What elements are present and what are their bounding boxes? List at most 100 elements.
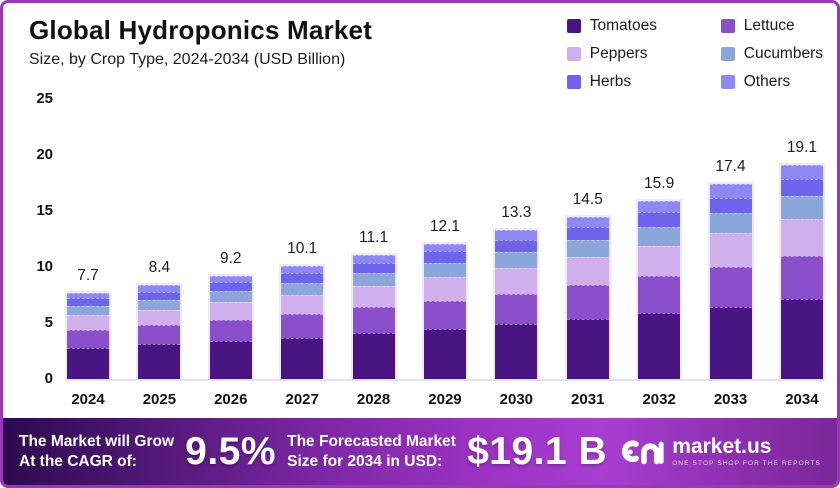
segment-herbs: [495, 240, 538, 253]
segment-lettuce: [709, 267, 752, 308]
bar-stack: [207, 274, 254, 379]
x-axis-label: 2026: [214, 391, 248, 408]
segment-tomatoes: [638, 312, 681, 379]
segment-cucumbers: [138, 299, 181, 310]
segment-lettuce: [566, 284, 609, 319]
x-axis-label: 2030: [499, 391, 534, 408]
cagr-label: The Market will Grow At the CAGR of:: [19, 432, 175, 470]
segment-others: [780, 165, 823, 179]
segment-others: [209, 276, 252, 282]
bar-column: 13.3: [493, 204, 540, 379]
bar-total-label: 13.3: [501, 204, 532, 222]
bar-stack: [279, 263, 326, 379]
bar-stack: [636, 198, 683, 379]
segment-others: [566, 216, 609, 227]
bar-total-label: 10.1: [287, 239, 318, 257]
segment-tomatoes: [352, 333, 395, 379]
bar-total-label: 15.9: [644, 174, 675, 192]
brand-tagline: ONE STOP SHOP FOR THE REPORTS: [672, 460, 821, 467]
segment-cucumbers: [352, 272, 395, 287]
y-axis-tick: 5: [44, 314, 53, 331]
segment-lettuce: [780, 255, 823, 300]
chart-header: Global Hydroponics Market Size, by Crop …: [29, 15, 372, 69]
chart-legend: Tomatoes Lettuce Peppers Cucumbers Herbs Othe…: [566, 17, 823, 91]
plot-area: 7.7 8.4 9.2 10.1 11.1 12.1 13.3 14.5 15.9 17.4 19.…: [65, 99, 825, 381]
segment-tomatoes: [209, 340, 252, 379]
legend-swatch-icon: [566, 19, 581, 33]
bar-column: 7.7: [65, 267, 111, 379]
segment-cucumbers: [566, 240, 609, 257]
bar-column: 12.1: [421, 218, 468, 379]
bar-column: 8.4: [136, 259, 183, 379]
segment-peppers: [709, 233, 752, 268]
segment-tomatoes: [423, 328, 466, 379]
segment-peppers: [423, 277, 466, 301]
segment-herbs: [780, 178, 823, 197]
segment-peppers: [138, 309, 181, 326]
legend-item: Peppers: [566, 45, 715, 63]
legend-swatch-icon: [566, 75, 581, 89]
page-title: Global Hydroponics Market: [29, 15, 373, 45]
segment-peppers: [780, 218, 823, 256]
segment-lettuce: [495, 293, 538, 325]
segment-herbs: [566, 226, 609, 241]
segment-lettuce: [209, 319, 252, 341]
x-axis-label: 2027: [285, 391, 319, 408]
segment-others: [352, 254, 395, 263]
segment-peppers: [566, 256, 609, 285]
forecast-label: The Forecasted Market Size for 2034 in U…: [287, 432, 456, 470]
segment-cucumbers: [709, 213, 752, 234]
bar-total-label: 7.7: [77, 266, 99, 284]
segment-herbs: [67, 298, 109, 307]
bar-column: 9.2: [207, 250, 254, 379]
segment-peppers: [495, 268, 538, 294]
segment-lettuce: [638, 275, 681, 313]
bars-container: 7.7 8.4 9.2 10.1 11.1 12.1 13.3 14.5 15.9 17.4 19.…: [65, 59, 825, 379]
segment-herbs: [423, 251, 466, 263]
bar-stack: [707, 182, 754, 379]
segment-peppers: [67, 315, 109, 330]
bar-column: 14.5: [564, 190, 611, 379]
legend-label: Lettuce: [743, 17, 795, 34]
chart-subtitle: Size, by Crop Type, 2024-2034 (USD Billi…: [29, 51, 346, 68]
y-axis-tick: 10: [36, 258, 53, 275]
bar-column: 19.1: [778, 139, 825, 379]
x-axis-label: 2031: [571, 391, 605, 408]
legend-item: Tomatoes: [566, 17, 715, 35]
segment-herbs: [709, 197, 752, 214]
cagr-value: 9.5%: [185, 429, 277, 473]
segment-lettuce: [138, 325, 181, 345]
bar-stack: [65, 290, 111, 379]
segment-tomatoes: [709, 307, 752, 379]
brand-name: market.us: [672, 435, 772, 458]
x-axis-label: 2024: [71, 391, 105, 408]
segment-herbs: [138, 291, 181, 300]
y-axis-tick: 15: [36, 202, 53, 219]
segment-tomatoes: [780, 299, 823, 379]
brand-block: market.us ONE STOP SHOP FOR THE REPORTS: [618, 435, 821, 469]
legend-swatch-icon: [720, 19, 735, 33]
bar-stack: [421, 241, 468, 379]
legend-item: Cucumbers: [720, 45, 823, 63]
segment-lettuce: [423, 300, 466, 329]
bar-column: 10.1: [279, 239, 326, 379]
segment-cucumbers: [638, 226, 681, 246]
legend-swatch-icon: [720, 47, 735, 61]
footer-banner: The Market will Grow At the CAGR of: 9.5…: [3, 418, 837, 485]
legend-label: Tomatoes: [589, 17, 657, 34]
segment-others: [423, 243, 466, 252]
x-axis-label: 2028: [356, 391, 391, 408]
segment-herbs: [638, 212, 681, 227]
y-axis-tick: 20: [36, 146, 53, 163]
legend-item: Herbs: [566, 73, 715, 91]
y-axis-tick: 25: [36, 90, 53, 107]
x-axis-label: 2034: [785, 391, 819, 408]
x-axis-label: 2032: [642, 391, 676, 408]
y-axis-tick: 0: [44, 370, 53, 387]
segment-herbs: [352, 262, 395, 273]
x-axis-label: 2025: [142, 391, 177, 408]
bar-total-label: 14.5: [572, 190, 603, 208]
segment-cucumbers: [423, 262, 466, 278]
legend-swatch-icon: [720, 75, 735, 89]
